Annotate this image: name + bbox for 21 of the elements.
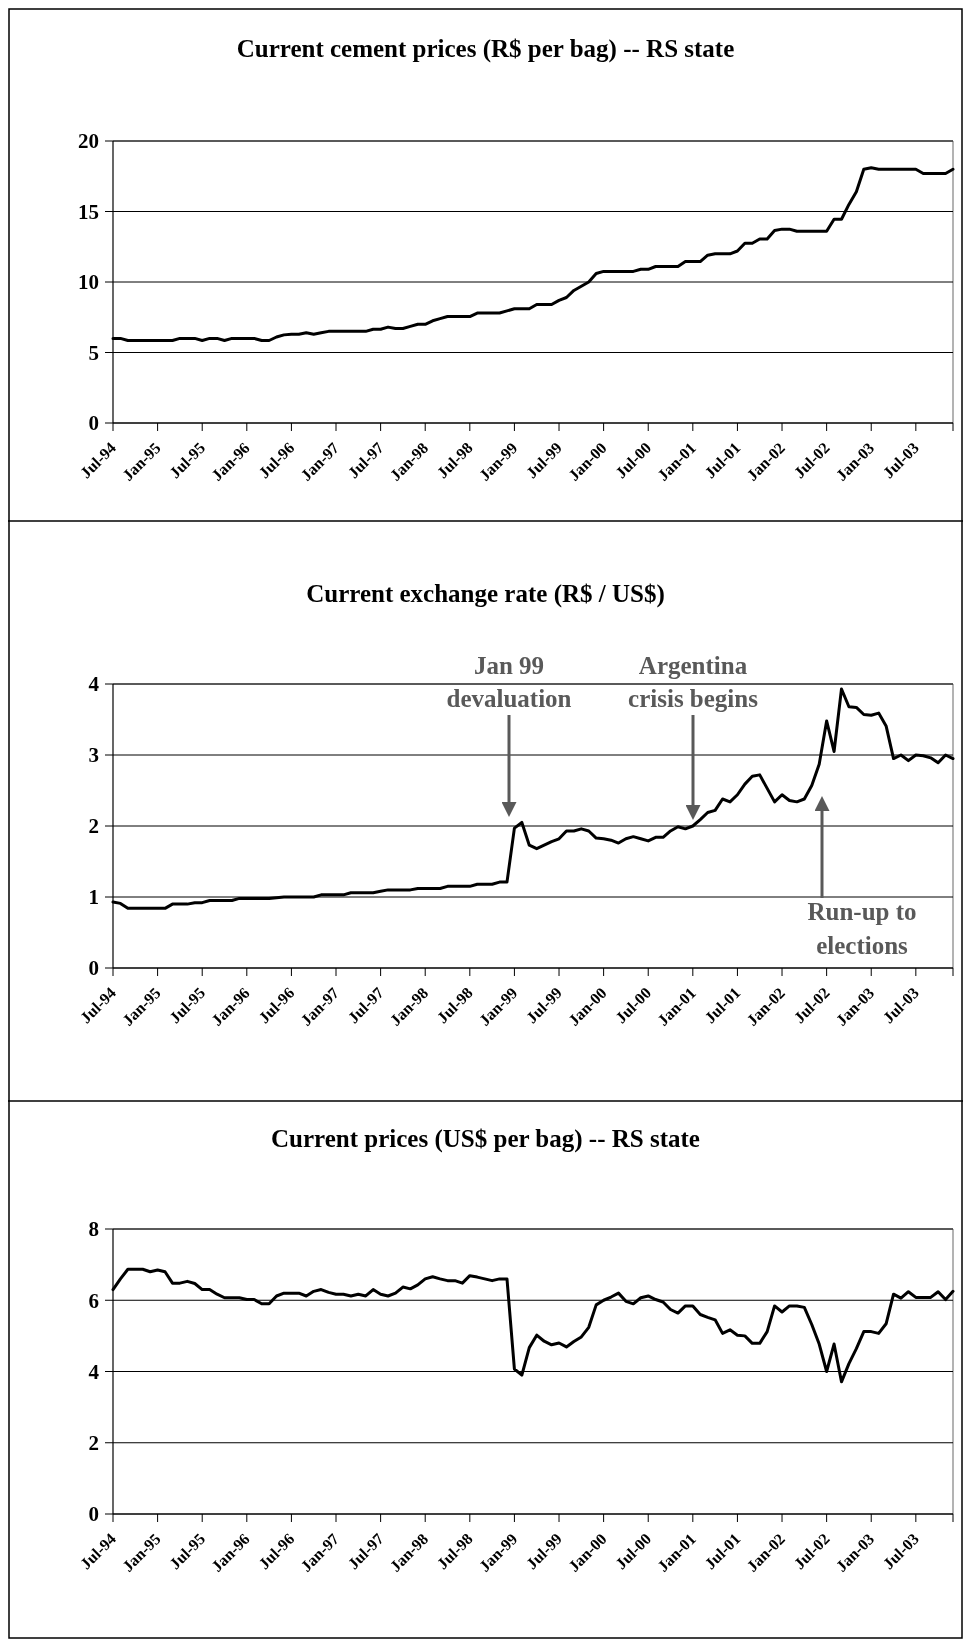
annotation: Argentina crisis begins [628, 652, 759, 712]
y-tick-label: 3 [88, 743, 99, 768]
y-tick-label: 8 [88, 1217, 99, 1242]
y-tick-label: 0 [88, 956, 99, 981]
chart-title: Current prices (US$ per bag) -- RS state [271, 1125, 700, 1153]
y-tick-label: 1 [88, 885, 99, 910]
y-tick-label: 5 [88, 340, 99, 365]
chart-title: Current cement prices (R$ per bag) -- RS state [236, 35, 735, 63]
annotation: Run-up to elections [807, 898, 917, 959]
y-tick-label: 0 [88, 411, 99, 436]
chart-title: Current exchange rate (R$ / US$) [306, 580, 665, 608]
y-tick-label: 2 [88, 814, 99, 839]
y-tick-label: 4 [88, 672, 100, 697]
y-tick-label: 6 [88, 1288, 99, 1313]
annotation: Jan 99 devaluation [446, 652, 572, 712]
y-tick-label: 2 [88, 1431, 99, 1456]
y-tick-label: 10 [78, 270, 99, 295]
y-tick-label: 0 [88, 1502, 99, 1527]
y-tick-label: 20 [78, 129, 99, 154]
y-tick-label: 4 [88, 1359, 100, 1384]
y-tick-label: 15 [78, 199, 99, 224]
